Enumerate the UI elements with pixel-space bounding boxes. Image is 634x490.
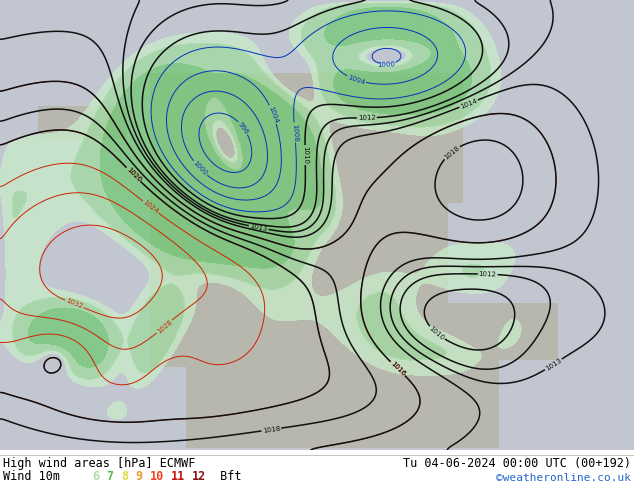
Text: 1032: 1032 <box>65 298 84 310</box>
Text: 1010: 1010 <box>428 325 446 342</box>
Text: 1014: 1014 <box>459 98 478 110</box>
Text: 1008: 1008 <box>291 123 299 142</box>
Text: 1012: 1012 <box>479 271 496 277</box>
Text: 1018: 1018 <box>443 144 460 160</box>
Text: 1004: 1004 <box>347 74 366 86</box>
Text: 7: 7 <box>107 470 113 483</box>
Text: 1028: 1028 <box>155 318 173 335</box>
Text: Bft: Bft <box>213 470 242 483</box>
Text: Wind 10m: Wind 10m <box>3 470 60 483</box>
Text: ©weatheronline.co.uk: ©weatheronline.co.uk <box>496 473 631 483</box>
Text: 1020: 1020 <box>125 166 142 183</box>
Text: Tu 04-06-2024 00:00 UTC (00+192): Tu 04-06-2024 00:00 UTC (00+192) <box>403 457 631 470</box>
Text: 10: 10 <box>150 470 164 483</box>
Text: 1012: 1012 <box>358 115 376 121</box>
Text: 1020: 1020 <box>125 166 142 183</box>
Text: 6: 6 <box>92 470 99 483</box>
Text: 8: 8 <box>121 470 128 483</box>
Text: 1013: 1013 <box>249 223 268 232</box>
Text: 1016: 1016 <box>389 360 406 377</box>
Text: 1010: 1010 <box>302 146 308 164</box>
Text: 1016: 1016 <box>389 360 406 377</box>
Text: 12: 12 <box>192 470 206 483</box>
Text: 11: 11 <box>171 470 185 483</box>
Text: 996: 996 <box>237 121 250 135</box>
Text: 1004: 1004 <box>267 105 279 124</box>
Text: 1000: 1000 <box>191 160 209 177</box>
Text: High wind areas [hPa] ECMWF: High wind areas [hPa] ECMWF <box>3 457 195 470</box>
Text: 1013: 1013 <box>544 357 562 372</box>
Text: 1000: 1000 <box>377 61 395 68</box>
Text: 1024: 1024 <box>141 199 159 215</box>
Text: 1018: 1018 <box>262 425 281 434</box>
Text: 9: 9 <box>136 470 143 483</box>
